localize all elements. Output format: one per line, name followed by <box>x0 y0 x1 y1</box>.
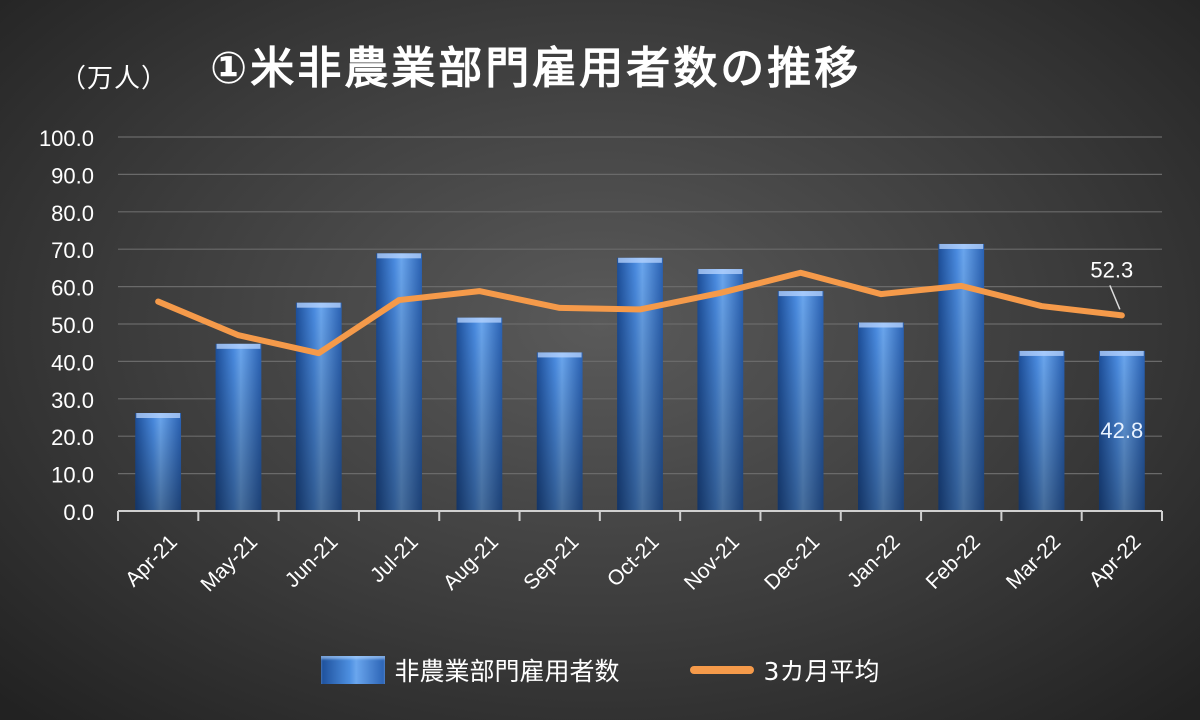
x-tick-label: Aug-21 <box>439 530 503 594</box>
bar <box>456 317 503 511</box>
bar-cap <box>939 243 984 249</box>
bar <box>1018 350 1065 511</box>
y-tick-label: 90.0 <box>51 163 94 188</box>
bar <box>777 291 824 511</box>
line-point <box>1040 305 1043 308</box>
bar <box>376 253 422 511</box>
line-point <box>799 271 802 274</box>
x-axis <box>117 510 1163 521</box>
bar-shade <box>215 343 262 511</box>
x-tick-label: Jun-21 <box>281 530 343 592</box>
x-tick-label: Mar-22 <box>1002 530 1065 593</box>
chart-title: ①米非農業部門雇用者数の推移 <box>210 43 862 94</box>
x-tick-label: May-21 <box>196 530 262 596</box>
bar-cap <box>1099 350 1144 356</box>
x-axis-ticks: Apr-21 May-21 Jun-21 Jul-21 Aug-21 Sep-21 Oct-… <box>121 530 1146 596</box>
bar-shade <box>376 253 422 511</box>
y-tick-label: 30.0 <box>51 388 94 413</box>
line-point <box>960 284 963 287</box>
x-tick-label: Oct-21 <box>603 530 664 591</box>
y-tick-label: 60.0 <box>51 276 94 301</box>
bar <box>215 343 262 511</box>
data-labels: 52.3 42.8 <box>1090 257 1143 443</box>
bar-shade <box>1098 350 1145 511</box>
bar-shade <box>135 413 182 511</box>
y-tick-label: 100.0 <box>39 126 94 151</box>
bar <box>1098 350 1145 511</box>
bar-shade <box>295 302 342 511</box>
line-point <box>639 308 641 311</box>
bar <box>536 352 583 511</box>
bar-cap <box>216 343 261 349</box>
line-series <box>155 269 1125 357</box>
legend-item-line: 3カ月平均 <box>689 652 880 688</box>
bar <box>617 257 663 511</box>
bar-cap <box>537 352 582 358</box>
line-data-label: 52.3 <box>1090 257 1133 282</box>
x-tick-label: Apr-21 <box>121 530 182 591</box>
bar-shade <box>536 352 583 511</box>
line-label-leader <box>1109 285 1121 310</box>
bar <box>858 322 904 511</box>
line-point <box>719 291 722 294</box>
bar-shade <box>777 291 824 511</box>
bar-shade <box>1018 350 1065 511</box>
y-axis-ticks: 0.0 10.0 20.0 30.0 40.0 50.0 60.0 70.0 80.0 90.0 1… <box>39 126 94 525</box>
y-tick-label: 20.0 <box>51 425 94 450</box>
bar <box>697 269 744 511</box>
legend-line-label: 3カ月平均 <box>763 657 880 686</box>
line-point <box>398 299 401 302</box>
x-tick-label: Jan-22 <box>843 530 905 592</box>
x-tick-label: Feb-22 <box>922 530 985 593</box>
bar <box>295 302 342 511</box>
bar-series <box>135 243 1145 512</box>
line-point <box>157 300 160 303</box>
bar-shade <box>456 317 503 511</box>
x-tick-label: Apr-22 <box>1085 530 1146 591</box>
line-point <box>478 290 481 293</box>
x-tick-label: Sep-21 <box>519 530 583 594</box>
legend: 非農業部門雇用者数 3カ月平均 <box>0 652 1200 688</box>
bar-cap <box>698 269 743 275</box>
bar-cap <box>859 322 903 328</box>
legend-item-bars: 非農業部門雇用者数 <box>320 652 620 688</box>
legend-bar-swatch <box>320 656 385 684</box>
y-tick-label: 50.0 <box>51 313 94 338</box>
x-tick-label: Jul-21 <box>366 530 423 587</box>
line-point <box>317 352 320 355</box>
bar-data-label: 42.8 <box>1100 418 1143 443</box>
y-tick-label: 80.0 <box>51 201 94 226</box>
bar-cap <box>618 257 662 263</box>
y-axis-unit-label: （万人） <box>60 64 169 94</box>
legend-bar-label: 非農業部門雇用者数 <box>394 657 620 686</box>
y-tick-label: 70.0 <box>51 238 94 263</box>
bar-shade <box>697 269 744 511</box>
y-tick-label: 40.0 <box>51 350 94 375</box>
bar-cap <box>136 413 181 419</box>
bar <box>135 413 182 511</box>
line-point <box>558 306 561 309</box>
line-point <box>879 293 882 296</box>
bar-cap <box>457 317 502 323</box>
bar-cap <box>778 291 823 297</box>
line-point <box>1120 314 1123 317</box>
y-tick-label: 0.0 <box>63 500 94 525</box>
bar-cap <box>377 253 421 259</box>
bar-shade <box>858 322 904 511</box>
bar-cap <box>296 302 341 308</box>
bar-cap <box>1019 350 1064 356</box>
line-point <box>237 334 240 337</box>
x-tick-label: Dec-21 <box>760 530 824 594</box>
x-tick-label: Nov-21 <box>680 530 744 594</box>
y-tick-label: 10.0 <box>51 463 94 488</box>
legend-line-swatch <box>689 666 754 674</box>
bar-shade <box>617 257 663 511</box>
